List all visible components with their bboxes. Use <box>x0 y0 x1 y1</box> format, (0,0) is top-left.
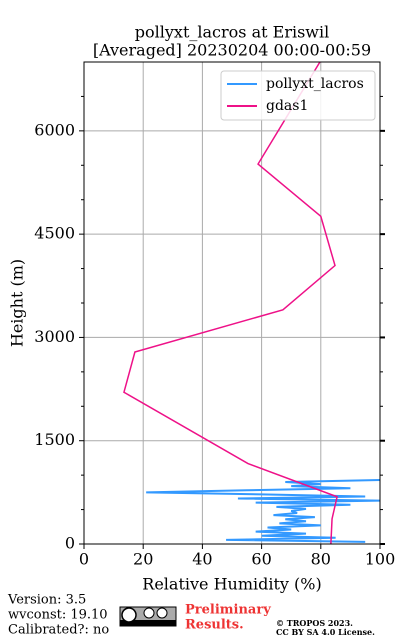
plot-frame <box>83 61 381 545</box>
series-line <box>146 478 381 543</box>
chart-title: [Averaged] 20230204 00:00-00:59 <box>93 41 371 60</box>
y-tick-label: 3000 <box>34 327 75 346</box>
y-tick-label: 4500 <box>34 224 75 243</box>
x-tick-label: 20 <box>133 550 153 569</box>
chart-title: pollyxt_lacros at Eriswil <box>135 23 329 42</box>
cc-logo <box>119 606 177 627</box>
y-tick-label: 1500 <box>34 430 75 449</box>
series-line <box>123 61 338 545</box>
copyright: CC BY SA 4.0 License. <box>276 627 375 637</box>
y-tick-label: 6000 <box>34 120 75 139</box>
footer-text: Version: 3.5 <box>7 593 86 608</box>
y-tick-label: 0 <box>65 534 75 553</box>
footer-text: wvconst: 19.10 <box>8 608 108 623</box>
legend-box <box>220 70 376 121</box>
x-axis-label: Relative Humidity (%) <box>142 575 321 594</box>
x-tick-label: 60 <box>251 550 271 569</box>
notice: Preliminary <box>185 603 271 618</box>
x-tick-label: 80 <box>311 550 331 569</box>
notice: Results. <box>185 618 244 633</box>
copyright: © TROPOS 2023. <box>276 618 353 628</box>
x-tick-label: 100 <box>365 550 396 569</box>
legend-label: pollyxt_lacros <box>266 76 364 92</box>
legend-label: gdas1 <box>266 98 308 114</box>
y-axis-label: Height (m) <box>8 259 27 347</box>
x-tick-label: 0 <box>79 550 89 569</box>
footer-text: Calibrated?: no <box>8 623 109 638</box>
x-tick-label: 40 <box>192 550 212 569</box>
